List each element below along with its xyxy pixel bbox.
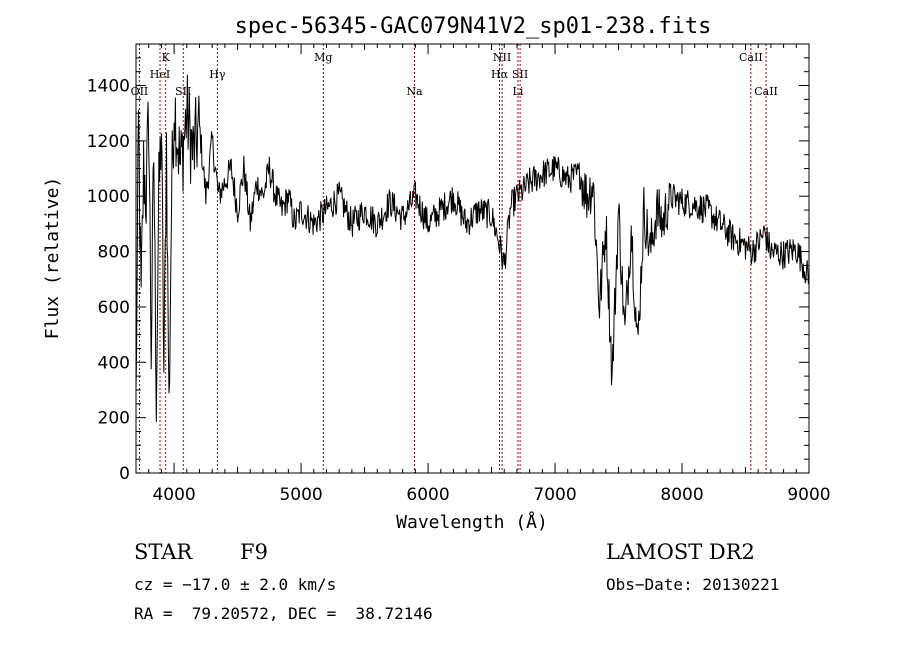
y-tick-label: 1400 bbox=[87, 77, 130, 97]
plot-frame bbox=[135, 43, 810, 474]
object-subclass: F9 bbox=[240, 540, 268, 564]
spectral-line-label: K bbox=[162, 51, 171, 64]
spectral-line-label: CaII bbox=[739, 51, 763, 64]
spectral-line-label: HeI bbox=[150, 68, 170, 81]
coordinates: RA = 79.20572, DEC = 38.72146 bbox=[134, 604, 433, 623]
x-tick-label: 5000 bbox=[279, 485, 322, 505]
x-tick-label: 6000 bbox=[406, 485, 449, 505]
spectral-line-label: Na bbox=[406, 85, 423, 98]
spectral-line-label: OII bbox=[131, 85, 149, 98]
y-tick-label: 800 bbox=[98, 243, 130, 263]
spectral-line-label: Mg bbox=[314, 51, 332, 64]
spectral-line-label: NII bbox=[493, 51, 511, 64]
spectral-line-markers bbox=[138, 44, 767, 473]
spectral-line-label: SII bbox=[512, 68, 528, 81]
y-tick-label: 400 bbox=[98, 353, 130, 373]
x-tick-label: 4000 bbox=[152, 485, 195, 505]
spectral-line-label: Li bbox=[513, 85, 524, 98]
x-axis-label: Wavelength (Å) bbox=[396, 511, 548, 533]
y-axis: 0 200 400 600 800 1000 1200 1400 bbox=[87, 43, 809, 484]
y-tick-label: 1200 bbox=[87, 132, 130, 152]
spectrum-line bbox=[135, 74, 810, 423]
y-tick-label: 1000 bbox=[87, 187, 130, 207]
chart-title: spec-56345-GAC079N41V2_sp01-238.fits bbox=[235, 14, 712, 39]
x-axis: 4000 5000 6000 7000 8000 9000 bbox=[135, 44, 831, 505]
x-tick-label: 8000 bbox=[660, 485, 703, 505]
object-class: STAR bbox=[134, 540, 193, 564]
y-tick-label: 600 bbox=[98, 298, 130, 318]
spectral-line-label: CaII bbox=[754, 85, 778, 98]
observation-date: Obs−Date: 20130221 bbox=[606, 575, 780, 594]
y-tick-label: 200 bbox=[98, 409, 130, 429]
x-tick-label: 9000 bbox=[787, 485, 830, 505]
survey-name: LAMOST DR2 bbox=[606, 540, 755, 564]
spectral-line-label: Hα bbox=[491, 68, 509, 81]
redshift-cz: cz = −17.0 ± 2.0 km/s bbox=[134, 575, 337, 594]
y-tick-label: 0 bbox=[119, 464, 130, 484]
x-tick-label: 7000 bbox=[533, 485, 576, 505]
spectral-line-label: Hγ bbox=[209, 68, 226, 81]
y-axis-label: Flux (relative) bbox=[42, 177, 63, 340]
